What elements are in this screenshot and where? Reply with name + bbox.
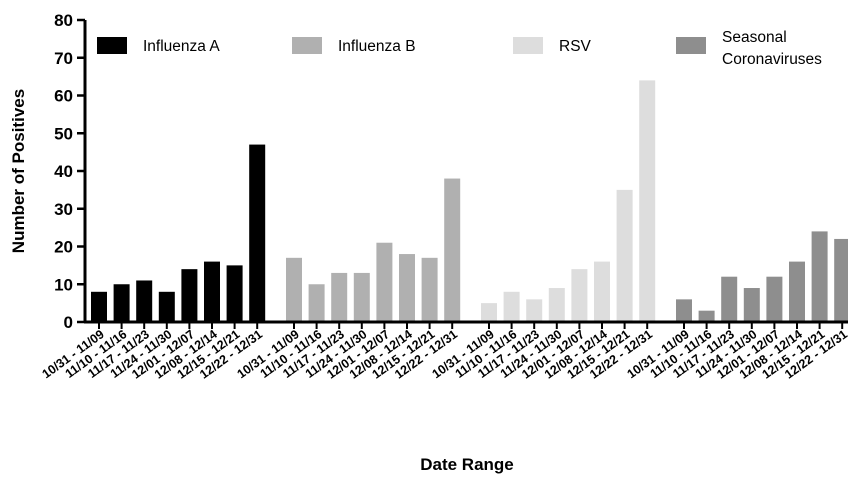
legend: Influenza A Influenza B RSV Seasonal Coronav… [97,29,822,68]
bar-influenza-b-1 [286,257,302,322]
bar-influenza-b-4 [353,272,370,322]
bar-seasonal-coronaviruses-1 [676,299,692,322]
bar-influenza-a-3 [136,280,153,322]
bar-influenza-b-6 [399,254,415,322]
bar-rsv-2 [503,291,520,322]
bar-seasonal-coronaviruses-3 [721,276,738,322]
legend-label: Influenza A [143,38,220,55]
bar-influenza-a-4 [158,291,175,322]
legend-item-seasonal-coronaviruses: Seasonal Coronaviruses [676,29,822,68]
legend-swatch [97,37,127,54]
bar-influenza-b-8 [444,178,461,322]
bar-influenza-a-2 [113,284,130,322]
bar-influenza-b-5 [376,242,393,322]
series-rsv [481,80,656,323]
bar-influenza-a-7 [226,265,243,322]
y-tick-label: 40 [54,162,73,181]
bar-rsv-7 [616,189,633,322]
y-tick-label: 10 [54,275,73,294]
bar-rsv-4 [548,288,565,322]
bar-influenza-b-7 [421,257,438,322]
legend-swatch [513,37,543,54]
bar-seasonal-coronaviruses-6 [789,261,805,322]
bar-influenza-a-8 [249,144,266,322]
y-tick-label: 70 [54,49,73,68]
bars [91,80,848,323]
bar-rsv-5 [571,269,588,322]
bar-seasonal-coronaviruses-5 [766,276,783,322]
bar-rsv-3 [526,299,543,322]
series-seasonal-coronaviruses [676,231,848,322]
y-tick-label: 60 [54,87,73,106]
y-axis-title: Number of Positives [9,89,28,253]
bar-influenza-b-3 [331,272,348,322]
legend-label: Seasonal Coronaviruses [722,29,822,68]
legend-item-influenza-b: Influenza B [292,37,416,55]
bar-seasonal-coronaviruses-8 [834,238,848,322]
bar-influenza-a-5 [181,269,198,322]
bar-influenza-a-6 [204,261,220,322]
legend-swatch [292,37,322,54]
y-tick-label: 50 [54,124,73,143]
bar-seasonal-coronaviruses-7 [811,231,828,322]
y-ticks: 0 10 20 30 40 50 60 70 80 [54,11,85,332]
series-influenza-a [91,144,266,322]
legend-item-influenza-a: Influenza A [97,37,220,55]
bar-rsv-1 [481,303,497,322]
bar-rsv-6 [594,261,610,322]
legend-label: RSV [559,38,592,55]
legend-swatch [676,37,706,54]
legend-item-rsv: RSV [513,37,592,55]
series-influenza-b [286,178,461,322]
y-tick-label: 30 [54,200,73,219]
bar-rsv-8 [639,80,656,323]
bar-influenza-a-1 [91,291,107,322]
bar-seasonal-coronaviruses-2 [698,310,715,322]
y-tick-label: 0 [64,313,73,332]
y-tick-label: 20 [54,238,73,257]
x-axis-title: Date Range [420,455,514,474]
legend-label: Influenza B [338,38,416,55]
bar-seasonal-coronaviruses-4 [743,288,760,322]
bar-influenza-b-2 [308,284,325,322]
y-tick-label: 80 [54,11,73,30]
